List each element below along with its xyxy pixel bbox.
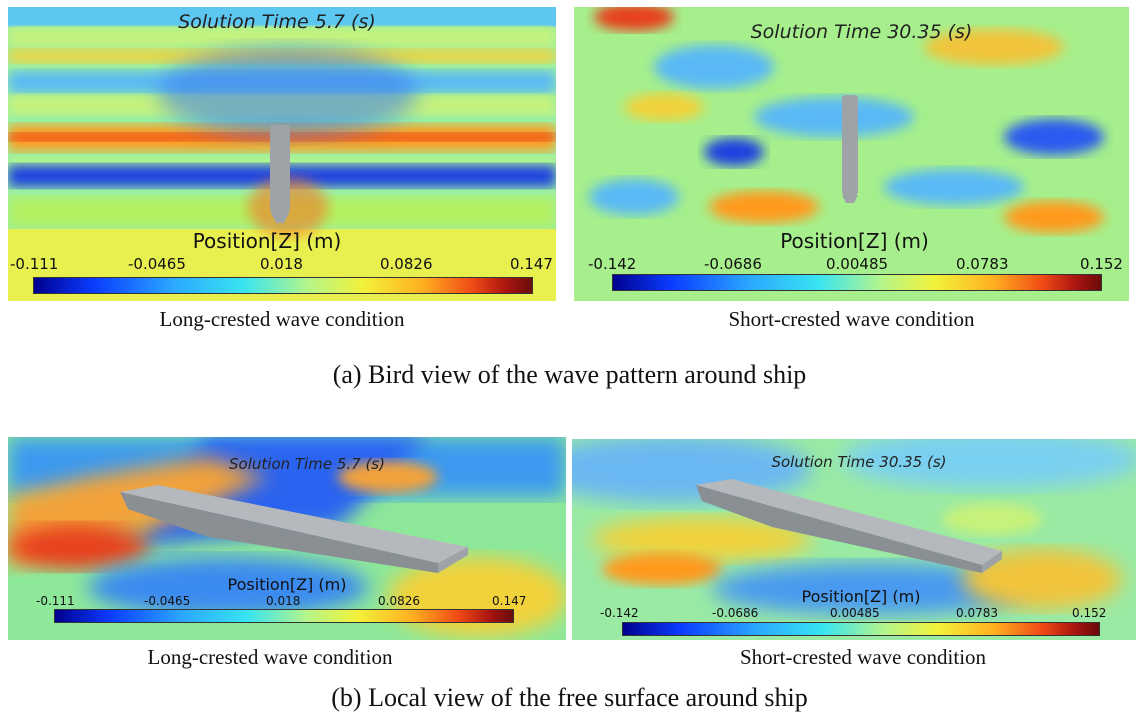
figure-caption-a: (a) Bird view of the wave pattern around… [332,360,807,389]
panel-caption: Long-crested wave condition [159,307,405,331]
free-surface-image [8,437,566,640]
colorbar-tick: 0.152 [1080,255,1123,273]
colorbar-tick: -0.111 [10,255,59,273]
solution-time-label: Solution Time 30.35 (s) [750,21,973,43]
position-z-label: Position[Z] (m) [780,229,929,253]
solution-time-label: Solution Time 5.7 (s) [229,455,385,473]
solution-time-label: Solution Time 30.35 (s) [771,453,947,471]
colorbar-tick: 0.147 [510,255,553,273]
colorbar-tick: 0.018 [266,594,301,608]
position-z-label: Position[Z] (m) [227,575,347,594]
colorbar-tick: -0.142 [588,255,637,273]
panel-caption: Short-crested wave condition [728,307,975,331]
colorbar-tick: -0.0686 [712,606,759,620]
colorbar-tick: 0.0783 [956,255,1009,273]
figure-caption-b: (b) Local view of the free surface aroun… [331,683,808,712]
colorbar-tick: 0.00485 [826,255,889,273]
colorbar [33,277,533,294]
colorbar [54,609,514,623]
colorbar-tick: -0.111 [36,594,75,608]
solution-time-label: Solution Time 5.7 (s) [178,11,376,33]
panel-bird-view-long-crested: Solution Time 5.7 (s) Position[Z] (m) -0… [8,7,556,301]
colorbar [612,274,1102,291]
colorbar-tick: 0.0826 [380,255,433,273]
position-z-label: Position[Z] (m) [192,229,342,253]
colorbar-tick: -0.142 [600,606,639,620]
colorbar [622,622,1100,636]
wave-field-image [574,7,1129,301]
colorbar-tick: -0.0465 [128,255,186,273]
colorbar-tick: -0.0465 [144,594,191,608]
position-z-label: Position[Z] (m) [801,587,921,606]
colorbar-tick: 0.00485 [830,606,880,620]
colorbar-tick: 0.147 [492,594,527,608]
panel-caption: Long-crested wave condition [147,645,393,669]
panel-bird-view-short-crested: Solution Time 30.35 (s) Position[Z] (m) … [574,7,1129,301]
panel-local-view-long-crested: Solution Time 5.7 (s) Position[Z] (m) -0… [8,437,566,640]
colorbar-tick: 0.0826 [378,594,420,608]
colorbar-tick: 0.018 [260,255,303,273]
panel-local-view-short-crested: Solution Time 30.35 (s) Position[Z] (m) … [572,439,1136,640]
free-surface-image [572,439,1136,640]
panel-caption: Short-crested wave condition [739,645,987,669]
colorbar-tick: 0.152 [1072,606,1107,620]
colorbar-tick: 0.0783 [956,606,998,620]
colorbar-tick: -0.0686 [704,255,762,273]
